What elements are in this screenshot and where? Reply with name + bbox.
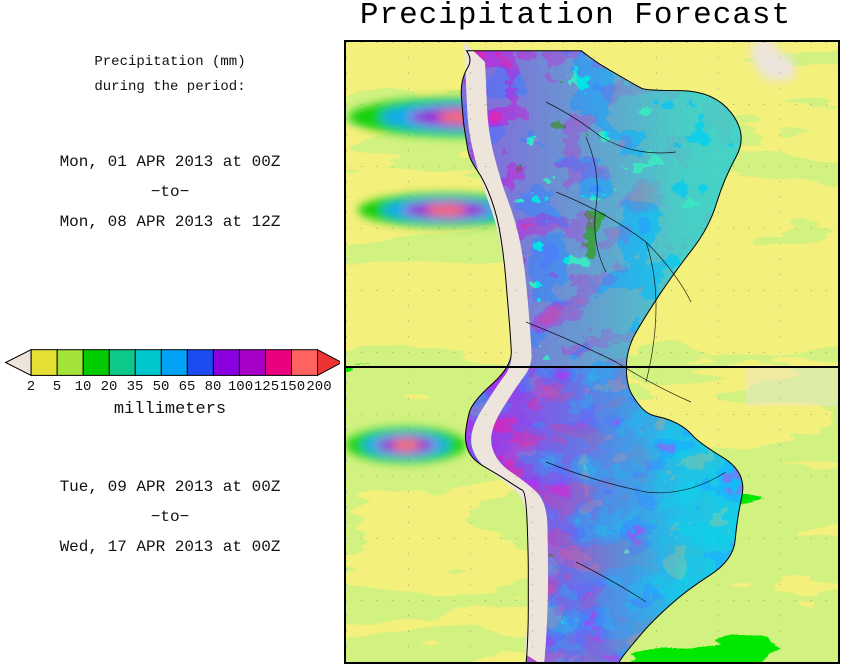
svg-text:100: 100 <box>228 379 253 395</box>
svg-text:5: 5 <box>53 379 61 395</box>
svg-text:150: 150 <box>280 379 305 395</box>
svg-text:35: 35 <box>127 379 144 395</box>
svg-text:125: 125 <box>254 379 279 395</box>
svg-text:80: 80 <box>205 379 222 395</box>
svg-text:2: 2 <box>27 379 35 395</box>
svg-text:10: 10 <box>75 379 92 395</box>
svg-text:millimeters: millimeters <box>114 400 226 419</box>
svg-text:20: 20 <box>101 379 118 395</box>
svg-text:50: 50 <box>153 379 170 395</box>
svg-text:200: 200 <box>306 379 331 395</box>
svg-text:65: 65 <box>179 379 196 395</box>
